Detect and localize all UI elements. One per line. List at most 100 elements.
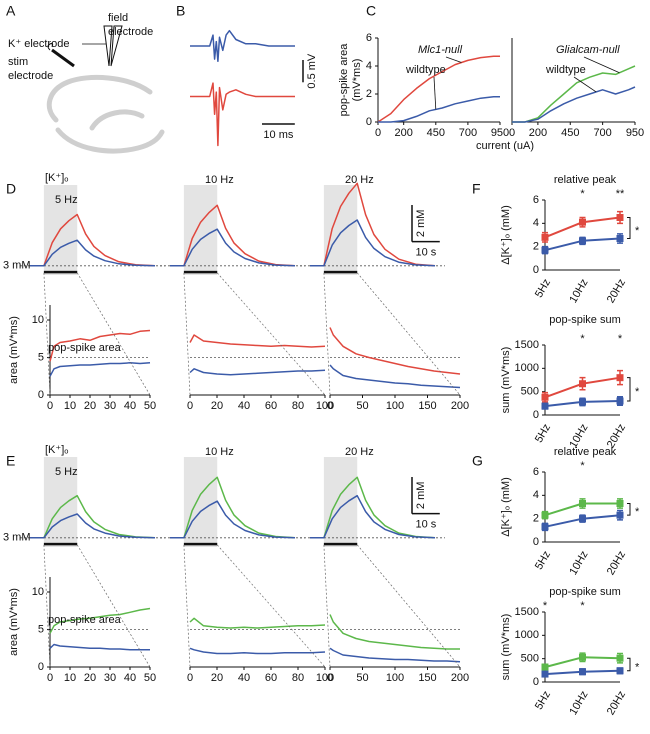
x-tick-label: 450 <box>561 127 579 139</box>
series-line <box>170 204 296 267</box>
y-axis-label: pop-spike area <box>338 43 350 117</box>
marker <box>541 511 549 519</box>
baseline-label: 3 mM <box>3 260 31 272</box>
annotation: Glialcam-null <box>556 44 620 56</box>
x-tick-label: 10 <box>64 400 76 412</box>
y-tick-label: 500 <box>521 653 539 665</box>
annotation-line <box>583 56 620 74</box>
x-tick-label: 0 <box>509 127 515 139</box>
category-label: 20Hz <box>605 277 628 305</box>
y-tick-label: 5 <box>38 351 44 363</box>
category-label: 10Hz <box>567 549 590 577</box>
marker <box>616 667 624 675</box>
diagram-label: stim <box>8 56 28 68</box>
panel-subtitle: 20 Hz <box>345 446 374 458</box>
category-label: 10Hz <box>567 277 590 305</box>
panel-title: [K⁺]ₒ <box>45 444 68 456</box>
x-tick-label: 40 <box>124 400 136 412</box>
series-line <box>170 228 296 267</box>
slice-diagram <box>46 74 165 154</box>
y-tick-label: 4 <box>533 489 539 501</box>
diagram-label: field <box>108 12 128 24</box>
zoom-line <box>43 272 51 396</box>
series-line <box>30 513 156 539</box>
hippocampus-outline <box>46 74 153 123</box>
stim-bar <box>183 270 218 274</box>
marker <box>579 668 586 676</box>
significance: * <box>635 225 640 237</box>
series-line <box>378 96 500 123</box>
series-line <box>329 647 461 663</box>
stim-shade <box>183 185 218 275</box>
series-line <box>49 362 151 377</box>
y-tick-label: 6 <box>533 466 539 478</box>
marker <box>541 523 549 531</box>
y-tick-label: 10 <box>32 586 44 598</box>
panel-label: E <box>6 453 15 469</box>
panel-title: relative peak <box>554 446 617 458</box>
series-line <box>49 643 150 651</box>
series-line <box>49 607 151 634</box>
zoom-line <box>323 272 331 396</box>
x-tick-label: 200 <box>395 127 413 139</box>
marker <box>579 218 586 226</box>
x-tick-label: 0 <box>187 400 193 412</box>
significance: * <box>618 333 623 345</box>
x-tick-label: 0 <box>327 400 333 412</box>
y-axis-label: Δ[K⁺]ₒ (mM) <box>500 205 512 264</box>
significance: * <box>543 600 548 612</box>
series-line <box>189 647 326 655</box>
category-label: 5Hz <box>533 689 553 712</box>
marker <box>616 511 624 519</box>
significance: * <box>580 333 585 345</box>
series-line <box>30 213 156 267</box>
y-tick-label: 2 <box>366 88 372 100</box>
series-line <box>190 82 295 147</box>
x-tick-label: 150 <box>418 400 436 412</box>
series-line <box>189 617 326 629</box>
panel-title: [K⁺]ₒ <box>45 172 68 184</box>
x-tick-label: 20 <box>211 672 223 684</box>
hippocampus-outline <box>55 127 165 154</box>
bracket <box>627 503 631 516</box>
dentate-gyrus <box>89 109 145 131</box>
x-tick-label: 50 <box>144 672 156 684</box>
x-tick-label: 0 <box>187 672 193 684</box>
x-tick-label: 20 <box>84 672 96 684</box>
stim-shade <box>43 457 78 547</box>
series-line <box>189 334 326 348</box>
y-axis-label: (mV*ms) <box>351 59 363 102</box>
y-tick-label: 1000 <box>515 629 539 641</box>
x-tick-label: 0 <box>375 127 381 139</box>
y-tick-label: 10 <box>32 314 44 326</box>
marker <box>616 214 624 221</box>
y-tick-label: 2 <box>533 513 539 525</box>
x-tick-label: 80 <box>292 672 304 684</box>
y-tick-label: 0 <box>533 536 539 548</box>
marker <box>616 235 624 242</box>
annotation-line <box>573 76 597 93</box>
x-tick-label: 60 <box>265 400 277 412</box>
category-label: 5Hz <box>533 277 553 300</box>
x-tick-label: 100 <box>386 400 404 412</box>
panel-title: pop-spike sum <box>549 586 621 598</box>
baseline-label: 3 mM <box>3 532 31 544</box>
panel-subtitle: 5 Hz <box>55 466 78 478</box>
x-tick-label: 40 <box>238 672 250 684</box>
x-tick-label: 200 <box>451 672 469 684</box>
y-tick-label: 4 <box>366 60 372 72</box>
category-label: 5Hz <box>533 422 553 445</box>
marker <box>541 246 549 254</box>
panel-label: F <box>472 181 481 197</box>
category-label: 20Hz <box>605 549 628 577</box>
marker <box>579 398 586 406</box>
panel-title: pop-spike area <box>48 342 122 354</box>
marker <box>579 515 586 523</box>
marker <box>541 233 549 241</box>
y-axis-label: sum (mV*ms) <box>500 347 512 414</box>
annotation: wildtype <box>405 64 446 76</box>
marker <box>541 393 549 401</box>
x-tick-label: 80 <box>292 400 304 412</box>
panel-label: G <box>472 453 483 469</box>
